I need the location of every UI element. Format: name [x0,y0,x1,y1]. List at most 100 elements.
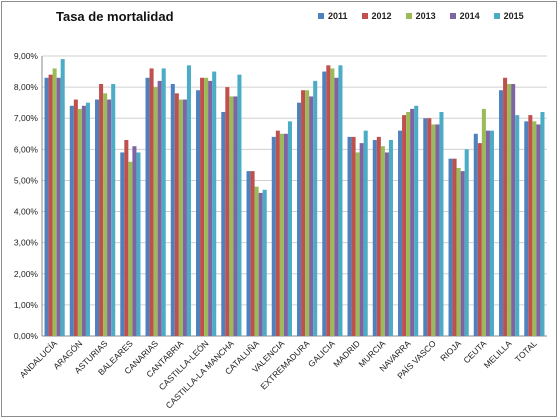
bar [52,68,57,336]
legend: 2011 2012 2013 2014 2015 [318,11,524,21]
bar [456,168,461,336]
bar [212,71,217,337]
bar [309,96,314,336]
bar [301,90,306,336]
bar [326,65,331,336]
bar [153,87,158,336]
bar [380,146,385,336]
y-tick-label: 8,00% [14,82,39,92]
y-tick-label: 9,00% [14,51,39,61]
bar [229,96,234,336]
bar [499,90,504,336]
bar [200,77,205,337]
bar [515,115,520,336]
legend-label: 2013 [415,11,436,21]
bar [322,71,327,337]
bar [221,112,226,336]
bar [120,152,125,336]
bar [410,108,415,336]
bar [507,84,512,336]
bar [536,124,541,336]
bar [132,146,137,336]
bar [271,136,276,336]
bar [60,59,65,336]
chart-title: Tasa de mortalidad [56,9,174,24]
bar [540,112,545,336]
bar [262,189,267,336]
legend-label: 2011 [328,11,348,21]
bar [427,118,432,336]
bar [489,130,494,336]
bar [305,90,310,336]
bar [250,171,255,336]
bar [279,133,284,336]
bar [402,115,407,336]
legend-swatch [361,13,368,19]
bar [170,84,175,336]
bar [334,77,339,337]
x-tick-label: ANDALUCÍA [18,338,60,380]
legend-item: 2013 [405,11,436,21]
bar [464,149,469,336]
bar [275,130,280,336]
x-tick-label: RIOJA [438,338,463,363]
legend-item: 2011 [318,11,348,21]
bar [107,99,112,336]
legend-label: 2014 [459,11,480,21]
bar [103,93,108,336]
bar [388,140,393,336]
bar [485,130,490,336]
bar [128,161,133,336]
bar [330,68,335,336]
bar [359,143,364,336]
bar [435,124,440,336]
legend-label: 2015 [503,11,524,21]
bar [481,108,486,336]
bar [99,84,104,336]
bar [196,90,201,336]
legend-label: 2012 [371,11,392,21]
bar [81,105,86,337]
bar [473,133,478,336]
y-tick-label: 2,00% [14,269,39,279]
bar [111,84,116,336]
bar [414,105,419,337]
bar [532,121,537,336]
y-tick-label: 6,00% [14,144,39,154]
bar [511,84,516,336]
bar [208,80,213,336]
bar [347,136,352,336]
bar [431,124,436,336]
legend-swatch [493,13,500,19]
bar [287,121,292,336]
bar [524,121,529,336]
legend-item: 2012 [361,11,392,21]
bar [448,158,453,336]
bar [460,171,465,336]
bar [56,77,61,337]
bar [258,192,263,336]
y-tick-label: 1,00% [14,300,39,310]
y-tick-label: 7,00% [14,113,39,123]
bar [225,87,230,336]
bar [351,136,356,336]
bar [452,158,457,336]
y-tick-label: 3,00% [14,238,39,248]
bar [237,74,242,337]
bar [398,130,403,336]
legend-swatch [318,13,324,19]
bar [372,140,377,336]
bar [73,99,78,336]
bar [376,136,381,336]
bar [254,186,259,336]
bar [406,112,411,336]
bar [439,112,444,336]
bar [149,68,154,336]
y-tick-label: 0,00% [14,331,39,341]
bar [246,171,251,336]
bar [157,80,162,336]
bar [77,108,82,336]
legend-swatch [449,13,456,19]
legend-swatch [405,13,412,19]
